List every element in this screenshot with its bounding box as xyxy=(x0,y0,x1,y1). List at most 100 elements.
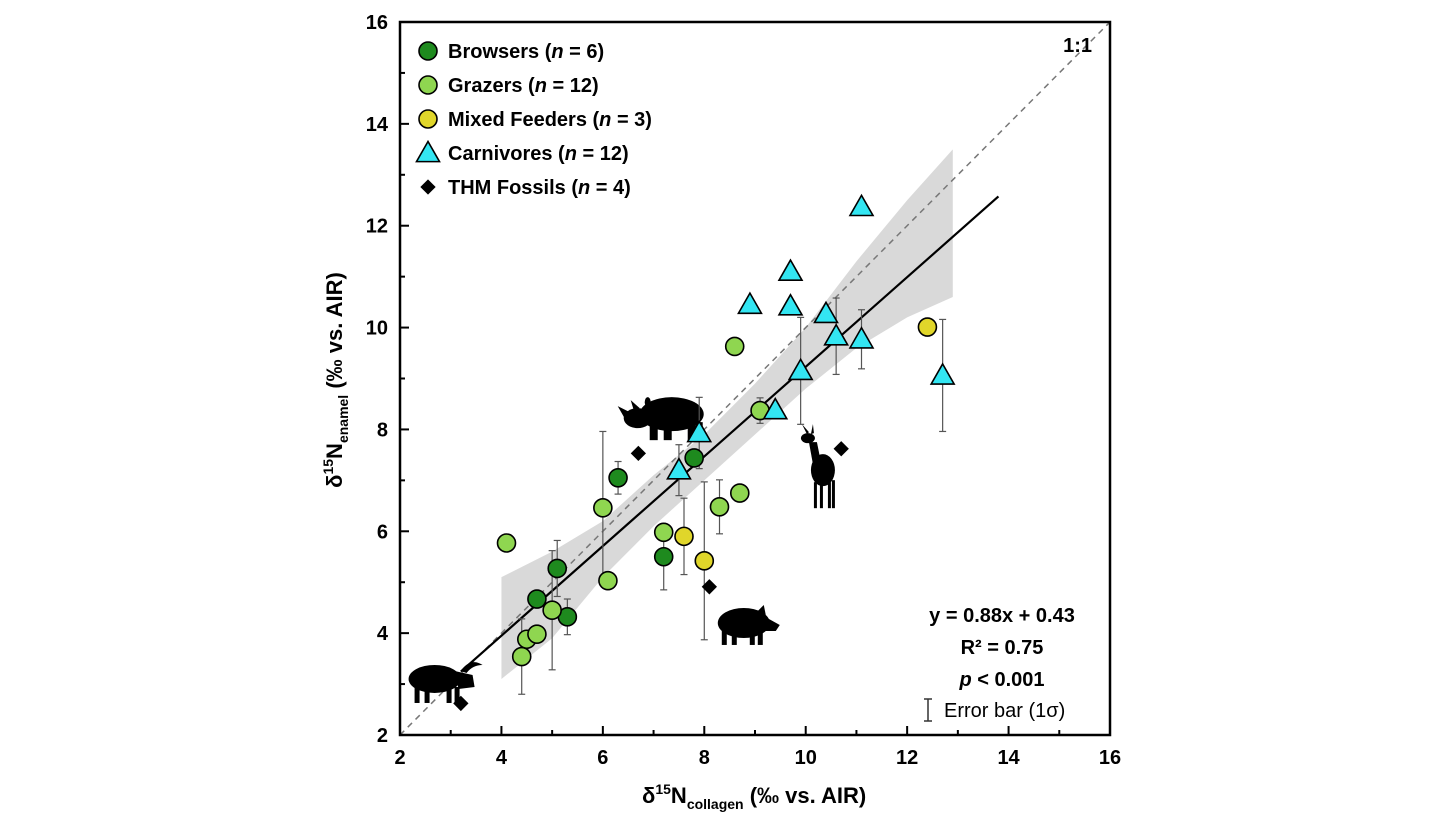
mixed-feeders-point xyxy=(694,551,715,571)
legend-marker-browsers xyxy=(418,41,438,61)
y-axis-subscript: enamel xyxy=(335,395,351,443)
legend-marker-carnivores xyxy=(415,139,441,163)
legend-marker-mixed-feeders xyxy=(418,109,438,129)
legend-label-mixed-feeders: Mixed Feeders (n = 3) xyxy=(448,109,652,131)
y-tick-label: 4 xyxy=(377,623,389,645)
error-bar-key-icon xyxy=(924,698,932,722)
deer-silhouette-icon xyxy=(800,424,835,509)
legend-n-symbol: n xyxy=(551,41,563,63)
grazers-point xyxy=(542,600,562,621)
thm-fossils-point xyxy=(453,695,469,712)
legend-item-mixed-feeders: Mixed Feeders (n = 3) xyxy=(418,109,652,131)
rhinoceros-silhouette-icon xyxy=(617,397,704,441)
regression-equation: y = 0.88x + 0.43 xyxy=(929,605,1075,627)
legend-label-grazers: Grazers (n = 12) xyxy=(448,75,599,97)
x-tick-label: 8 xyxy=(699,747,710,769)
mixed-feeders-point xyxy=(917,317,938,337)
carnivores-point xyxy=(848,193,875,217)
thm-fossils-point xyxy=(701,579,718,595)
regression-line xyxy=(460,195,1000,673)
x-tick-label: 4 xyxy=(496,747,508,769)
carnivores-point xyxy=(762,396,789,420)
animal-silhouettes xyxy=(408,397,835,703)
carnivores-point xyxy=(823,323,850,346)
carnivores-point xyxy=(777,258,804,281)
browsers-point xyxy=(547,558,568,579)
p-symbol: p xyxy=(958,669,971,691)
legend-series-name: Grazers ( xyxy=(448,75,535,97)
legend-marker-thm-fossils xyxy=(420,179,436,195)
grazers-point xyxy=(593,498,613,518)
x-axis-element: N xyxy=(671,783,687,808)
x-tick-label: 2 xyxy=(394,747,405,769)
legend-item-browsers: Browsers (n = 6) xyxy=(418,41,604,63)
carnivores-point xyxy=(813,300,839,324)
y-tick-label: 16 xyxy=(366,12,388,34)
browsers-point xyxy=(608,468,628,488)
identity-line xyxy=(400,22,1110,735)
legend-n-value: = 12) xyxy=(547,75,599,97)
mixed-feeders-point xyxy=(674,526,694,547)
legend-n-symbol: n xyxy=(599,109,611,131)
legend-series-name: Mixed Feeders ( xyxy=(448,109,600,131)
carnivores-point xyxy=(777,293,804,316)
carnivores-point xyxy=(737,291,763,315)
legend-series-name: Browsers ( xyxy=(448,41,552,63)
legend-label-browsers: Browsers (n = 6) xyxy=(448,41,604,63)
x-tick-label: 12 xyxy=(896,747,918,769)
p-value-label: p < 0.001 xyxy=(958,669,1044,691)
legend-n-value: = 4) xyxy=(590,177,631,199)
grazers-point xyxy=(653,522,674,543)
x-tick-label: 14 xyxy=(997,747,1020,769)
carnivores-point xyxy=(929,362,956,385)
water-buffalo-silhouette-icon xyxy=(408,662,483,703)
grazers-point xyxy=(496,533,517,553)
legend-series-name: Carnivores ( xyxy=(448,143,565,165)
boar-silhouette-icon xyxy=(717,604,780,645)
grazers-point xyxy=(511,646,532,667)
y-axis-title: δ15Nenamel (‰ vs. AIR) xyxy=(320,272,351,488)
browsers-point xyxy=(653,546,674,567)
thm-fossils-point xyxy=(630,445,647,462)
confidence-band xyxy=(501,149,953,679)
y-axis-element: N xyxy=(322,443,347,459)
carnivores-point xyxy=(787,357,814,381)
legend-n-symbol: n xyxy=(578,177,590,199)
legend-item-grazers: Grazers (n = 12) xyxy=(418,75,599,97)
x-tick-label: 10 xyxy=(795,747,817,769)
x-axis-subscript: collagen xyxy=(687,796,744,812)
grazers-point xyxy=(709,497,730,517)
x-tick-label: 6 xyxy=(597,747,608,769)
y-tick-label: 10 xyxy=(366,318,388,340)
legend-item-thm-fossils: THM Fossils (n = 4) xyxy=(420,177,631,199)
identity-line-label: 1:1 xyxy=(1063,35,1092,57)
x-axis-unit: (‰ vs. AIR) xyxy=(744,783,867,808)
thm-fossils-point xyxy=(833,441,849,457)
y-tick-label: 14 xyxy=(366,114,389,136)
legend-label-carnivores: Carnivores (n = 12) xyxy=(448,143,629,165)
axis-ticks: 2 4 6 8 10 12 14 16 2 4 6 8 10 12 14 16 xyxy=(366,12,1121,769)
x-axis-title: δ15Ncollagen (‰ vs. AIR) xyxy=(642,781,866,812)
y-axis-symbol: δ xyxy=(322,475,347,488)
legend-n-value: = 6) xyxy=(564,41,605,63)
legend-label-thm-fossils: THM Fossils (n = 4) xyxy=(448,177,631,199)
browsers-point xyxy=(684,448,704,468)
reference-lines-layer xyxy=(400,22,1110,735)
carnivores-point xyxy=(666,457,692,480)
browsers-point xyxy=(527,589,547,609)
y-tick-label: 2 xyxy=(377,725,388,747)
y-axis-superscript: 15 xyxy=(320,459,336,475)
grazers-point xyxy=(729,483,750,503)
confidence-band-layer xyxy=(501,149,953,679)
regression-stats: y = 0.88x + 0.43 R² = 0.75 p < 0.001 Err… xyxy=(924,605,1075,722)
data-points-layer xyxy=(453,193,956,712)
y-tick-label: 12 xyxy=(366,216,388,238)
grazers-point xyxy=(724,336,745,357)
x-axis-superscript: 15 xyxy=(655,781,671,797)
y-axis-unit: (‰ vs. AIR) xyxy=(322,272,347,395)
grazers-point xyxy=(598,570,618,591)
grazers-point xyxy=(527,624,547,644)
y-tick-label: 8 xyxy=(377,419,388,441)
x-tick-label: 16 xyxy=(1099,747,1121,769)
